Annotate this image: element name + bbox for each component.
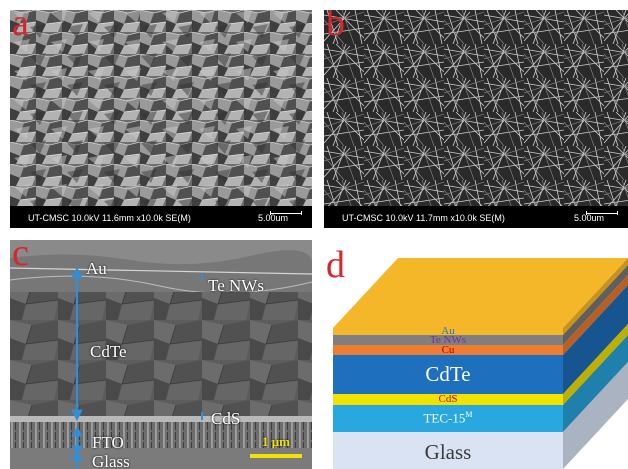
layer-te-nws [333,335,563,345]
label-te-nws: Te NWs [429,334,467,346]
scale-bar-label: 1 μm [262,434,290,449]
sem-info-text: UT-CMSC 10.0kV 11.7mm x10.0k SE(M) [342,213,505,223]
layer-cdte [333,355,563,394]
au-top-face [333,258,628,328]
label-tec-main: TEC-15 [423,410,466,426]
sem-cross-section-image [10,240,312,469]
label-cdte: CdTe [425,362,471,386]
panel-letter: c [12,240,29,274]
sem-image-nanowires [324,10,628,228]
label-glass: Glass [424,440,472,464]
layer-tec [333,405,563,432]
label-cds: CdS [438,393,458,405]
layer-cu [333,345,563,355]
label-fto: FTO [92,433,124,452]
panel-d-device-structure: d [324,240,628,469]
panel-c-cross-section: c Au Te NWs CdTe CdS FTO Glass 1 μm [10,240,312,469]
label-te-nws: Te NWs [208,276,264,295]
label-tec-superscript: M [465,410,473,419]
layer-glass [333,432,563,469]
thickness-arrows [71,266,203,469]
label-cu: Cu [441,344,455,356]
sem-scale-bar [270,211,302,215]
panel-b-sem-image: b UT-CMSC 10.0kV 11.7mm x10.0k SE(M) 5.0… [324,10,628,228]
sem-scale-text: 5.00um [257,213,288,223]
panel-letter: b [326,10,345,44]
panel-letter: a [12,10,29,44]
panel-a-sem-image: a UT-CMSC 10.0kV 11.6mm x10.0k SE(M) 5.0… [10,10,312,228]
label-tec: TEC-15M [333,410,563,426]
label-cds: CdS [211,409,241,428]
label-au: Au [441,325,455,337]
label-cdte: CdTe [90,342,127,361]
sem-scale-bar [586,211,618,215]
label-au: Au [86,259,107,278]
sem-info-bar: UT-CMSC 10.0kV 11.6mm x10.0k SE(M) 5.00u… [10,206,312,228]
sem-info-text: UT-CMSC 10.0kV 11.6mm x10.0k SE(M) [28,213,191,223]
sem-info-bar: UT-CMSC 10.0kV 11.7mm x10.0k SE(M) 5.00u… [324,206,628,228]
sem-image-crystal-grains [10,10,312,228]
sem-scale-text: 5.00um [573,213,604,223]
panel-letter: d [326,244,345,286]
scale-bar [250,454,302,458]
layer-cds [333,394,563,405]
label-glass: Glass [92,452,130,469]
layer-au [333,328,563,335]
